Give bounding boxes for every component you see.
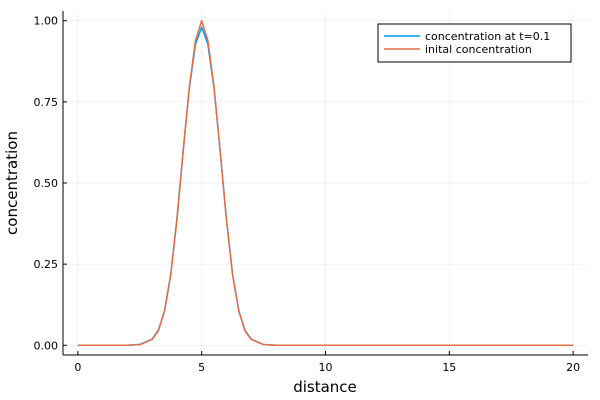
x-tick-label: 5 — [198, 361, 205, 374]
y-tick-label: 0.00 — [34, 339, 59, 352]
legend-label-series-1: concentration at t=0.1 — [425, 30, 550, 43]
axes — [62, 11, 588, 356]
series-lines — [77, 19, 574, 347]
y-tick-label: 0.50 — [34, 177, 59, 190]
legend-label-series-2: inital concentration — [425, 43, 532, 56]
x-tick-label: 0 — [74, 361, 81, 374]
x-tick-label: 10 — [319, 361, 333, 374]
legend-box — [377, 23, 572, 63]
tick-labels: 0 5 10 15 20 0.00 0.25 0.50 0.75 1.00 — [34, 15, 581, 374]
y-tick-label: 0.25 — [34, 258, 59, 271]
series-line-2 — [77, 19, 574, 347]
y-tick-label: 0.75 — [34, 96, 59, 109]
y-tick-label: 1.00 — [34, 15, 59, 28]
x-axis-title: distance — [293, 378, 357, 396]
y-axis-title: concentration — [3, 131, 21, 235]
x-tick-label: 15 — [442, 361, 456, 374]
x-tick-label: 20 — [566, 361, 580, 374]
legend: concentration at t=0.1 inital concentrat… — [377, 23, 572, 63]
